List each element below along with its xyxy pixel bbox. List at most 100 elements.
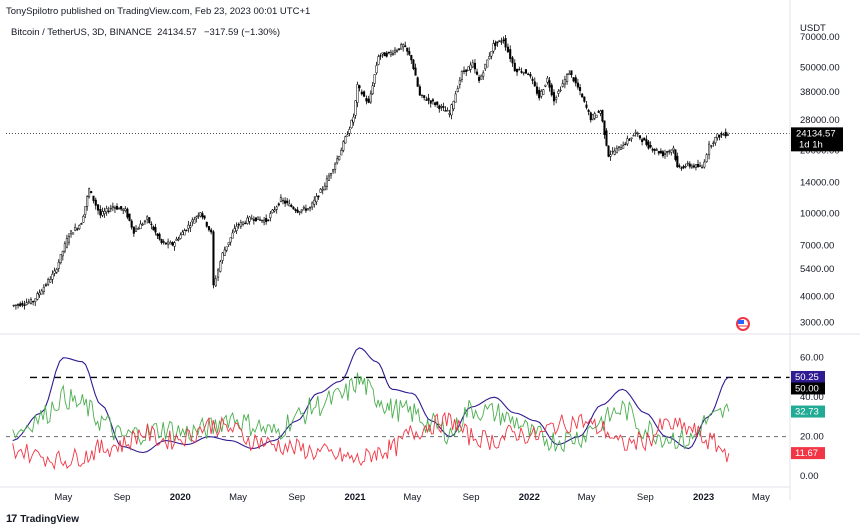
candle-body [431, 99, 434, 102]
candle-body [587, 109, 590, 112]
candle-body [36, 293, 39, 300]
candle-body [356, 84, 359, 103]
candle-body [214, 278, 217, 287]
candle-body [237, 223, 240, 226]
candle-body [169, 242, 172, 245]
candle-body [275, 206, 278, 210]
candle-body [636, 132, 639, 135]
candle-body [680, 167, 683, 169]
candle-body [195, 216, 198, 219]
candle-body [288, 203, 291, 207]
candle-body [496, 41, 499, 44]
candle-body [358, 85, 361, 89]
candle-body [78, 225, 81, 229]
candle-body [628, 139, 631, 141]
candle-body [191, 219, 194, 223]
candle-body [256, 216, 260, 220]
candle-body [97, 204, 100, 211]
red-value-tag-label: 11.67 [795, 448, 818, 459]
candle-body [506, 46, 509, 53]
flag-canton [738, 320, 744, 324]
candle-body [676, 155, 679, 168]
price-tag-label: 24134.57 [796, 128, 836, 139]
candle-body [634, 132, 637, 134]
candle-body [42, 286, 45, 292]
candle-body [336, 158, 339, 164]
candle-body [381, 52, 384, 55]
time-tick-label: May [54, 492, 72, 503]
candle-body [609, 154, 612, 157]
candle-body [115, 206, 119, 210]
candle-body [373, 74, 376, 84]
candle-body [694, 164, 697, 168]
candle-body [258, 219, 262, 221]
candle-body [340, 149, 343, 156]
candle-body [395, 50, 399, 52]
candle-body [76, 228, 79, 230]
candle-body [690, 165, 693, 168]
purple-value-tag-label: 50.25 [795, 372, 819, 383]
candle-body [438, 105, 441, 109]
candle-body [164, 242, 167, 245]
candle-body [535, 86, 539, 94]
candle-body [92, 195, 95, 201]
candle-body [40, 290, 43, 295]
candle-body [319, 188, 322, 193]
candle-body [674, 149, 677, 160]
candle-body [460, 71, 463, 80]
candle-body [688, 163, 691, 167]
candle-body [109, 207, 112, 210]
publisher-line: TonySpilotro published on TradingView.co… [6, 6, 311, 17]
candle-body [55, 269, 58, 273]
candle-body [302, 206, 305, 209]
candle-body [267, 219, 270, 221]
candle-body [566, 74, 569, 83]
candle-body [692, 165, 695, 168]
candle-body [154, 227, 157, 233]
candle-body [429, 100, 432, 104]
indicator-pane[interactable] [6, 347, 790, 471]
candle-body [513, 62, 516, 72]
tradingview-logo[interactable]: 17 TradingView [6, 513, 79, 525]
candle-body [263, 219, 266, 223]
candle-body [313, 199, 316, 205]
tradingview-brand: TradingView [20, 513, 79, 525]
candle-body [607, 145, 610, 157]
candle-body [605, 130, 608, 146]
currency-label: USDT [800, 23, 826, 34]
candle-body [59, 253, 62, 264]
candle-body [88, 188, 91, 198]
candle-body [490, 51, 493, 57]
candle-body [25, 302, 28, 305]
time-tick-label: 2020 [170, 492, 191, 503]
candle-body [126, 208, 129, 218]
candle-body [367, 98, 370, 103]
candle-body [344, 136, 347, 144]
candle-body [113, 207, 116, 209]
candle-body [682, 166, 685, 169]
candle-body [167, 241, 170, 245]
candle-body [620, 147, 623, 150]
indicator-tick-label: 40.00 [800, 392, 824, 403]
green-value-tag-box [791, 405, 825, 418]
candle-body [34, 298, 37, 302]
candle-body [574, 77, 577, 84]
candle-body [137, 228, 140, 230]
candle-body [416, 77, 419, 87]
candle-body [244, 222, 247, 225]
candle-body [452, 101, 455, 110]
price-tag-box [791, 127, 843, 152]
candle-body [99, 208, 102, 216]
candle-body [346, 134, 349, 137]
candle-body [250, 218, 253, 220]
candle-body [698, 165, 702, 167]
candle-body [122, 208, 125, 211]
candle-body [624, 143, 627, 146]
candle-body [504, 38, 507, 48]
time-tick-label: 2022 [519, 492, 540, 503]
candle-body [271, 209, 274, 213]
candle-body [152, 226, 155, 231]
price-pane[interactable] [6, 34, 790, 331]
price-tick-label: 50000.00 [800, 62, 840, 73]
